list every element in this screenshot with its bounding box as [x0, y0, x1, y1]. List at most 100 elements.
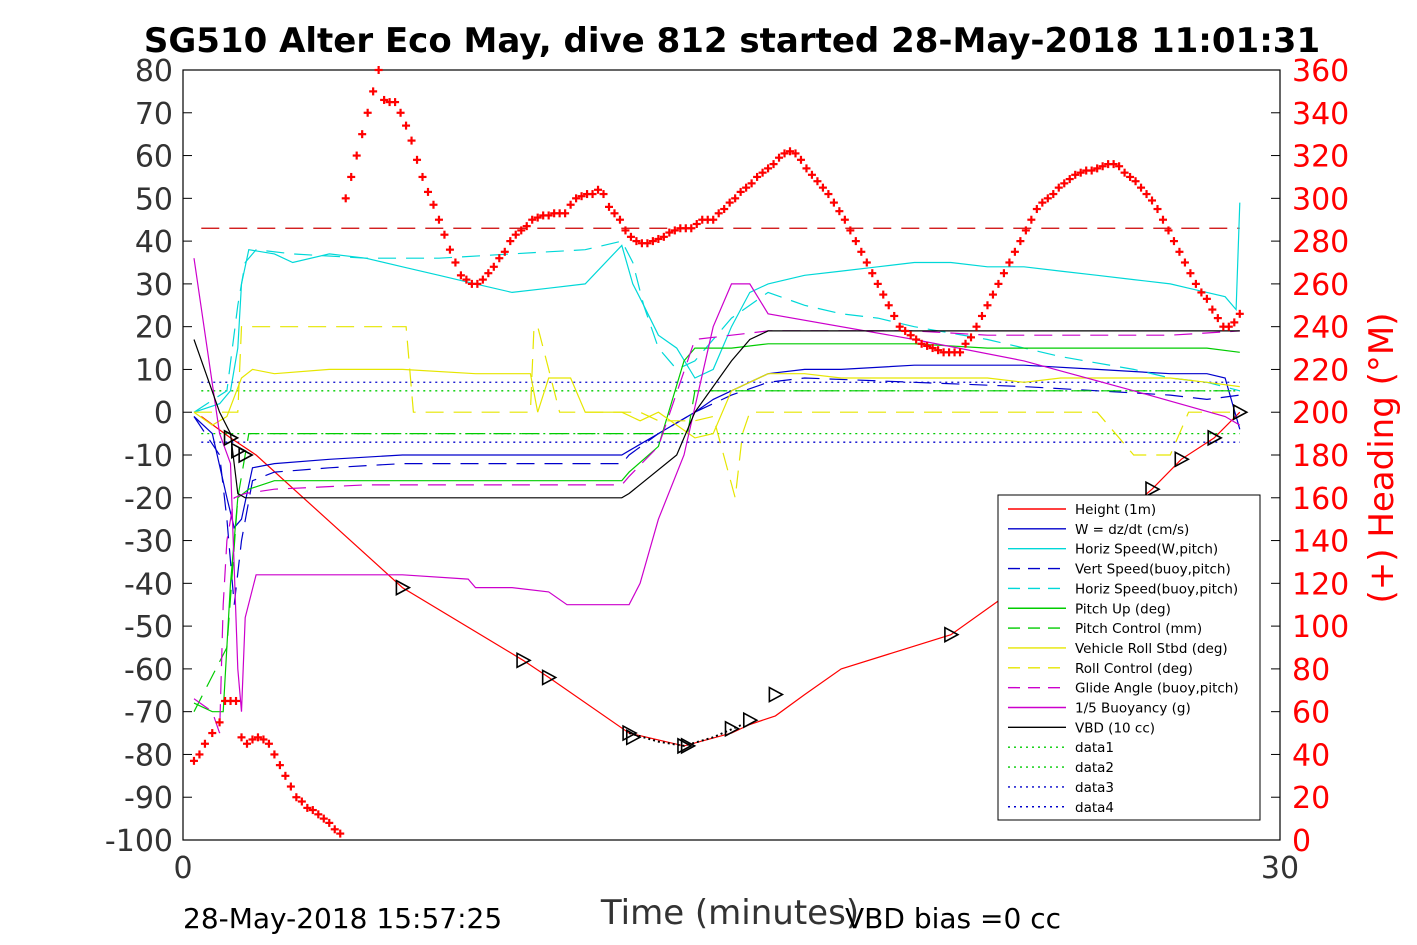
- right-tick-label: 280: [1292, 225, 1349, 260]
- series-line-11: [193, 330, 1240, 499]
- heading-point: [456, 271, 465, 280]
- heading-point: [829, 198, 838, 207]
- left-tick-label: 40: [135, 225, 173, 260]
- heading-point: [1153, 205, 1162, 214]
- heading-point: [747, 179, 756, 188]
- right-tick-label: 120: [1292, 567, 1349, 602]
- left-axis-ticks: 80 70 60 50 40 30 20 10 0 -10 -20 -30 -40 -50 -60 -70 -8…: [105, 54, 192, 859]
- right-tick-label: 340: [1292, 97, 1349, 132]
- heading-point: [742, 183, 751, 192]
- heading-point: [1137, 183, 1146, 192]
- heading-point: [610, 209, 619, 218]
- left-tick-label: -90: [124, 781, 173, 816]
- heading-point: [440, 230, 449, 239]
- heading-point: [1043, 194, 1052, 203]
- height-marker: [768, 686, 785, 703]
- left-tick-label: 20: [135, 311, 173, 346]
- heading-point: [780, 149, 789, 158]
- heading-point: [846, 226, 855, 235]
- right-tick-label: 100: [1292, 610, 1349, 645]
- heading-point: [429, 200, 438, 209]
- heading-point: [242, 739, 251, 748]
- heading-point: [352, 151, 361, 160]
- heading-point: [1186, 269, 1195, 278]
- heading-point: [928, 344, 937, 353]
- heading-point: [413, 155, 422, 164]
- heading-point: [736, 187, 745, 196]
- heading-point: [407, 136, 416, 145]
- heading-point: [643, 239, 652, 248]
- heading-point: [445, 245, 454, 254]
- heading-point: [1032, 205, 1041, 214]
- heading-point: [632, 237, 641, 246]
- heading-point: [857, 247, 866, 256]
- heading-point: [594, 185, 603, 194]
- heading-point: [391, 98, 400, 107]
- heading-point: [1197, 288, 1206, 297]
- heading-point: [1049, 190, 1058, 199]
- heading-point: [462, 275, 471, 284]
- heading-point: [259, 735, 268, 744]
- heading-point: [1087, 166, 1096, 175]
- heading-point: [796, 155, 805, 164]
- heading-point: [451, 258, 460, 267]
- heading-point: [873, 279, 882, 288]
- left-tick-label: 30: [135, 268, 173, 303]
- reference-lines: [201, 227, 1240, 443]
- heading-point: [835, 207, 844, 216]
- heading-point: [824, 190, 833, 199]
- heading-point: [1208, 305, 1217, 314]
- heading-point: [478, 275, 487, 284]
- heading-point: [999, 269, 1008, 278]
- heading-point: [484, 269, 493, 278]
- heading-point: [862, 258, 871, 267]
- heading-point: [189, 756, 198, 765]
- heading-point: [1109, 160, 1118, 169]
- heading-point: [1010, 247, 1019, 256]
- legend-label: Pitch Up (deg): [1075, 601, 1171, 617]
- heading-point: [369, 87, 378, 96]
- right-tick-label: 80: [1292, 653, 1330, 688]
- right-axis-ticks: 3603403203002802602402202001801601401201…: [1271, 54, 1349, 859]
- heading-point: [1230, 318, 1239, 327]
- heading-point: [868, 269, 877, 278]
- heading-point: [807, 170, 816, 179]
- legend-label: Height (1m): [1075, 502, 1156, 518]
- heading-point: [1126, 172, 1135, 181]
- right-tick-label: 360: [1292, 54, 1349, 89]
- heading-point: [1142, 190, 1151, 199]
- left-tick-label: -40: [124, 567, 173, 602]
- height-marker: [680, 737, 697, 755]
- heading-point: [1054, 183, 1063, 192]
- heading-point: [775, 153, 784, 162]
- heading-point: [237, 733, 246, 742]
- heading-point: [473, 279, 482, 288]
- legend-label: data1: [1075, 740, 1114, 756]
- heading-point: [1235, 309, 1244, 318]
- heading-point: [1071, 170, 1080, 179]
- heading-point: [1131, 177, 1140, 186]
- heading-point: [1016, 237, 1025, 246]
- right-tick-label: 20: [1292, 781, 1330, 816]
- heading-point: [1180, 258, 1189, 267]
- heading-point: [605, 202, 614, 211]
- heading-point: [1169, 237, 1178, 246]
- heading-point: [1098, 162, 1107, 171]
- left-tick-label: 60: [135, 140, 173, 175]
- legend-label: 1/5 Buoyancy (g): [1075, 701, 1191, 717]
- heading-point: [895, 322, 904, 331]
- heading-point: [851, 237, 860, 246]
- right-tick-label: 0: [1292, 824, 1311, 859]
- heading-point: [890, 311, 899, 320]
- legend: Height (1m) W = dz/dt (cm/s) Horiz Speed(W…: [997, 494, 1261, 821]
- heading-point: [308, 806, 317, 815]
- heading-point: [977, 311, 986, 320]
- footer-timestamp: 28-May-2018 15:57:25: [183, 902, 502, 935]
- heading-point: [396, 108, 405, 117]
- series-line-3: [193, 377, 1240, 605]
- left-tick-label: 0: [154, 396, 173, 431]
- legend-label: Vert Speed(buoy,pitch): [1075, 562, 1231, 578]
- heading-point: [347, 172, 356, 181]
- heading-point: [319, 814, 328, 823]
